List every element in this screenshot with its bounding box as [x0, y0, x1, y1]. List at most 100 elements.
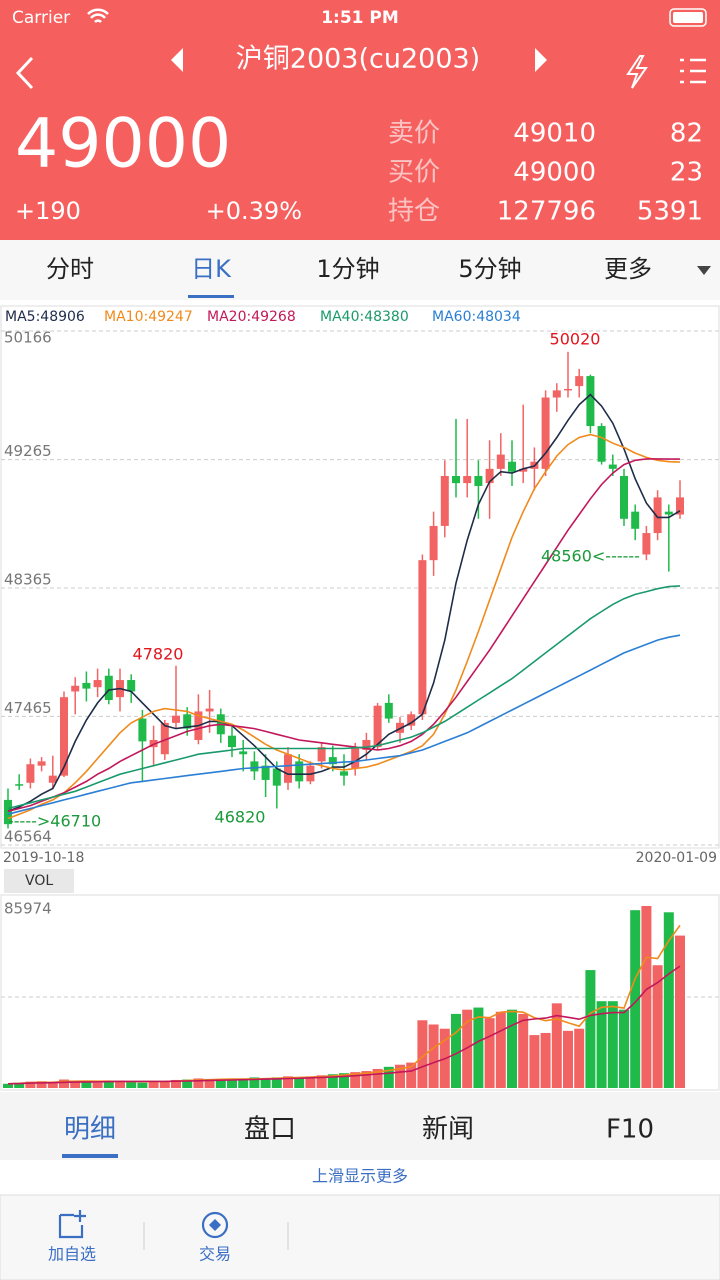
candle-body	[205, 708, 214, 712]
bottom-tab-bar	[0, 1092, 720, 1160]
x-tick-label: 2020-01-09	[636, 850, 717, 866]
tab-underline	[188, 295, 234, 298]
ma-line	[7, 433, 681, 820]
price: 49000	[15, 105, 231, 184]
volume-bar	[204, 1079, 215, 1088]
flash-button[interactable]	[626, 55, 648, 89]
volume-bar	[383, 1066, 394, 1088]
volume-bar	[585, 970, 596, 1088]
volume-bar	[70, 1080, 81, 1088]
quote-volume: 5391	[637, 197, 703, 227]
prev-button[interactable]	[171, 48, 183, 72]
candle-body	[160, 722, 169, 755]
volume-bar	[36, 1081, 47, 1088]
candle-body	[93, 680, 102, 688]
volume-bar	[451, 1013, 461, 1088]
toolbar-label[interactable]: 加自选	[48, 1245, 96, 1264]
volume-bar	[563, 1030, 573, 1088]
back-button[interactable]	[15, 56, 34, 90]
carrier: Carrier	[12, 8, 70, 28]
candle-body	[586, 376, 595, 427]
plot: 46564 47465 48365 49265 50166 MA5:48906 MA10:4…	[1, 309, 719, 1088]
volume-bar	[305, 1076, 316, 1088]
toolbar-label[interactable]: 交易	[199, 1245, 231, 1264]
volume-bar	[115, 1080, 125, 1088]
bottom-tab[interactable]: 明细	[64, 1115, 116, 1145]
volume-bar	[596, 1001, 607, 1088]
legend-entry: MA60:48034	[432, 309, 521, 325]
volume-bar	[652, 965, 663, 1088]
volume-bar	[663, 912, 674, 1088]
y-tick-label: 50166	[4, 329, 52, 347]
volume-bar	[372, 1068, 383, 1088]
bottom-tabs: 明细 盘口 新闻 F10	[62, 1115, 654, 1158]
candle-body	[82, 682, 91, 689]
quote-label: 持仓	[388, 197, 440, 227]
candle-body	[295, 761, 304, 782]
battery	[669, 8, 707, 27]
vol-title: VOL	[25, 873, 53, 889]
candle-body	[575, 376, 584, 387]
bottom-tab[interactable]: F10	[606, 1115, 654, 1145]
candle-body	[664, 511, 673, 515]
volume-bar	[249, 1077, 260, 1088]
tab[interactable]: 5分钟	[458, 255, 521, 283]
hint: 上滑显示更多	[312, 1167, 408, 1186]
candle-body	[317, 747, 326, 762]
tab[interactable]: 分时	[46, 255, 94, 283]
quote-label: 卖价	[388, 119, 440, 149]
menu-button[interactable]	[680, 58, 706, 84]
candle-body	[418, 560, 427, 715]
candle-body	[407, 714, 416, 726]
add-watch-icon[interactable]	[58, 1210, 86, 1239]
vol-badge	[4, 869, 74, 893]
bottom-tab[interactable]: 新闻	[422, 1115, 474, 1145]
change: +190	[15, 197, 81, 225]
y-tick-label: 47465	[4, 699, 52, 717]
toolbar	[0, 1194, 720, 1280]
y-tick-label: 48365	[4, 571, 52, 589]
tab[interactable]: 日K	[191, 255, 232, 283]
volume-bar	[148, 1081, 159, 1088]
tab[interactable]: 更多	[604, 255, 652, 283]
volume-bar	[507, 1009, 517, 1088]
candle-body	[620, 475, 628, 519]
x-tick-label: 2019-10-18	[3, 850, 84, 866]
volume-bar	[103, 1081, 114, 1088]
ma-line	[7, 585, 681, 810]
price-frame	[0, 305, 720, 849]
candle-body	[564, 388, 572, 391]
volume-bar	[540, 1032, 551, 1088]
candle-body	[104, 675, 113, 701]
candle-body	[15, 784, 24, 786]
candle-body	[250, 761, 259, 772]
volume-bar	[59, 1079, 69, 1088]
dropdown[interactable]	[697, 266, 711, 275]
volume-bar	[361, 1071, 372, 1088]
volume-bar	[551, 1003, 562, 1088]
candle-body	[519, 468, 528, 472]
tab[interactable]: 1分钟	[316, 255, 379, 283]
volume-bar	[641, 906, 652, 1088]
candle-body	[138, 718, 147, 742]
volume-bar	[630, 910, 641, 1088]
candle-body	[239, 751, 248, 755]
candle-body	[284, 754, 292, 783]
trade-icon[interactable]	[201, 1211, 229, 1239]
volume-bar	[25, 1081, 36, 1088]
candle-body	[429, 525, 438, 561]
candle-body	[37, 761, 46, 766]
volume-bar	[294, 1077, 305, 1088]
ma-line	[7, 393, 681, 813]
bottom-tab[interactable]: 盘口	[244, 1115, 296, 1145]
candle-body	[60, 697, 68, 776]
quote-value: 49010	[513, 119, 596, 149]
volume-bar	[484, 1018, 495, 1088]
volume-bar	[260, 1078, 271, 1088]
candle-body	[26, 764, 35, 783]
volume-bar	[238, 1079, 249, 1088]
change-pct: +0.39%	[206, 197, 302, 225]
next-button[interactable]	[535, 48, 547, 72]
candle-body	[676, 497, 684, 515]
